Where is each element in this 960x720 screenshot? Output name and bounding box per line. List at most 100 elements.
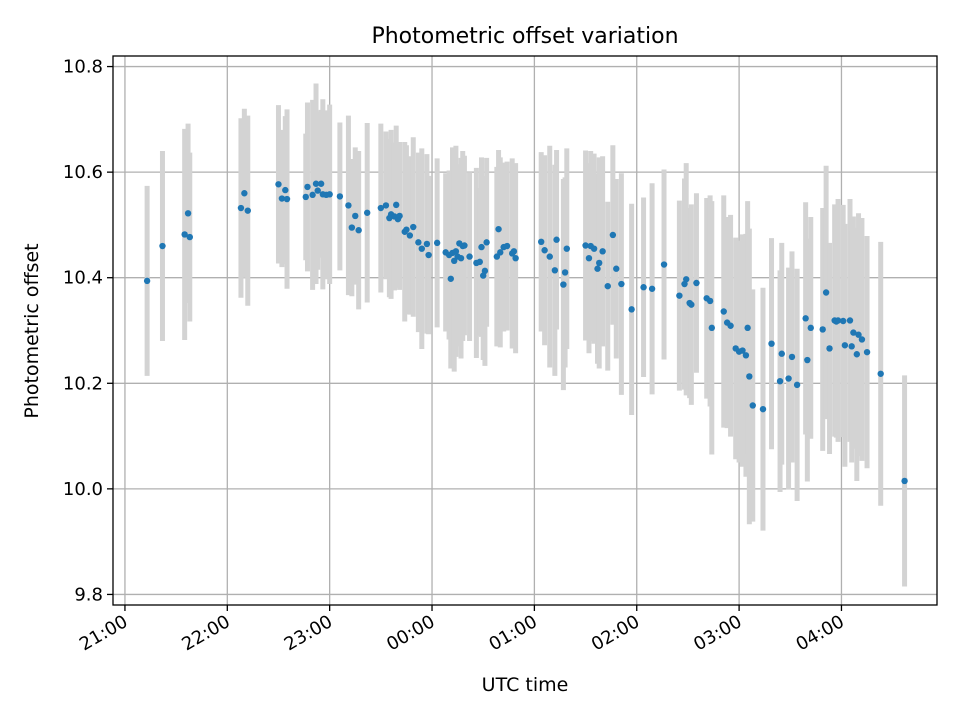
data-point (336, 193, 344, 200)
data-point (159, 242, 166, 250)
data-point (326, 191, 333, 198)
data-point (609, 231, 617, 239)
data-point (512, 254, 519, 262)
data-point (822, 289, 830, 296)
data-point (901, 477, 908, 485)
data-point (596, 259, 603, 267)
data-point (853, 351, 861, 358)
data-point (348, 224, 356, 231)
data-point (561, 269, 569, 276)
y-tick-label: 10.8 (63, 57, 103, 78)
data-point (706, 297, 714, 305)
x-tick-label: 02:00 (588, 611, 643, 655)
data-point (785, 375, 792, 382)
data-point (396, 212, 403, 220)
data-point (184, 210, 192, 217)
y-tick-label: 10.6 (63, 162, 103, 183)
data-point (759, 405, 767, 413)
data-point (478, 243, 485, 251)
chart-title: Photometric offset variation (371, 24, 678, 49)
data-point (804, 356, 811, 364)
data-point (497, 249, 504, 256)
data-point (599, 248, 606, 255)
data-point (466, 253, 473, 260)
data-point (382, 202, 390, 209)
data-point (858, 336, 866, 343)
data-point (834, 317, 842, 324)
data-point (742, 352, 750, 359)
data-point (749, 402, 756, 409)
data-point (410, 223, 417, 231)
error-bars (144, 83, 908, 587)
data-point (403, 226, 410, 233)
data-point (768, 340, 775, 347)
data-point (793, 381, 801, 389)
x-tick-label: 21:00 (76, 611, 131, 655)
data-point (846, 317, 854, 324)
data-point (553, 236, 560, 243)
data-point (244, 207, 251, 214)
data-point (143, 277, 151, 285)
data-point (585, 254, 593, 262)
data-point (648, 285, 656, 292)
data-point (241, 190, 248, 197)
x-tick-label: 03:00 (690, 611, 745, 655)
data-point (855, 331, 862, 338)
data-point (551, 267, 559, 274)
data-point (746, 373, 753, 380)
data-point (546, 253, 553, 260)
data-point (628, 306, 635, 313)
data-point (720, 308, 727, 315)
data-point (312, 180, 320, 187)
data-point (282, 186, 289, 194)
data-point (314, 187, 321, 194)
data-point (461, 242, 468, 249)
data-point (510, 248, 518, 255)
data-point (563, 245, 570, 252)
y-tick-label: 10.2 (63, 373, 103, 394)
data-point (788, 353, 796, 361)
data-point (481, 267, 489, 275)
data-point (283, 195, 291, 203)
data-point (688, 301, 695, 308)
data-point (660, 261, 668, 268)
data-point (850, 329, 857, 336)
data-point (355, 227, 362, 234)
x-tick-label: 01:00 (485, 611, 540, 655)
y-axis-ticks: 9.8 10.0 10.2 10.4 10.6 10.8 (63, 57, 113, 605)
y-tick-label: 9.8 (74, 584, 103, 605)
data-point (826, 345, 833, 352)
data-point (819, 326, 826, 333)
data-point (841, 342, 849, 349)
data-point (802, 315, 809, 322)
data-point (363, 209, 371, 216)
data-point (727, 322, 734, 329)
x-tick-label: 04:00 (793, 611, 848, 655)
data-point (415, 239, 422, 246)
data-point (304, 183, 311, 191)
data-points (143, 180, 908, 485)
x-tick-label: 00:00 (383, 611, 438, 655)
data-point (418, 245, 425, 252)
data-point (503, 242, 511, 250)
data-point (683, 276, 690, 283)
data-point (425, 251, 432, 259)
data-point (744, 324, 751, 332)
data-point (604, 282, 611, 290)
data-point (676, 292, 683, 299)
data-point (186, 233, 193, 241)
data-point (275, 181, 282, 188)
data-point (495, 225, 502, 233)
data-point (560, 281, 567, 288)
data-point (345, 202, 352, 209)
data-point (309, 191, 316, 199)
data-point (302, 193, 309, 201)
data-point (839, 317, 847, 325)
data-point (406, 232, 414, 239)
data-point (590, 245, 598, 252)
y-tick-label: 10.0 (63, 479, 103, 500)
data-point (848, 343, 855, 350)
data-point (278, 195, 286, 202)
x-tick-label: 23:00 (281, 611, 336, 655)
